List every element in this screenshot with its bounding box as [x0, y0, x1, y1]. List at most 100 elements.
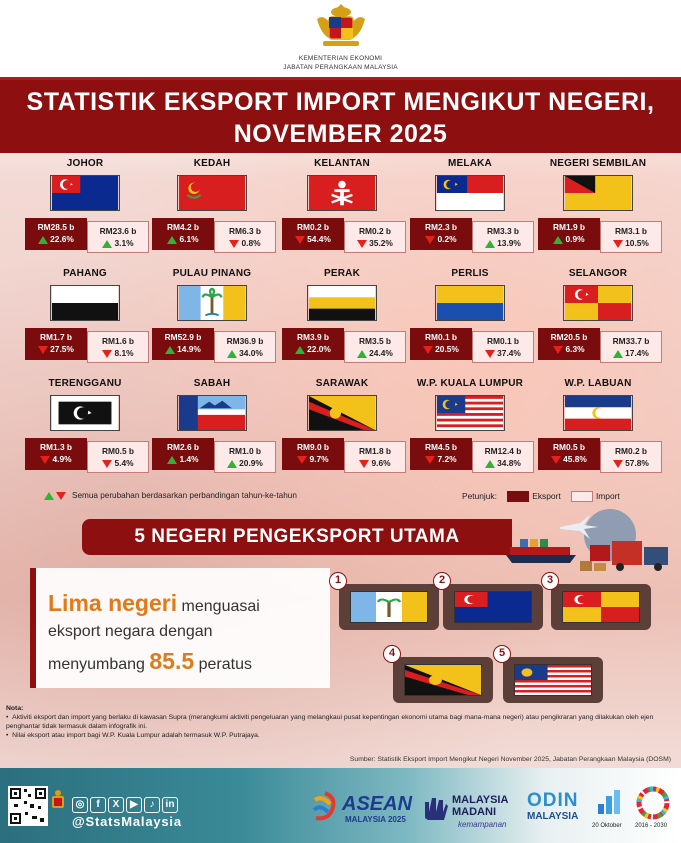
yoy-note-text: Semua perubahan berdasarkan perbandingan… — [72, 491, 297, 500]
export-value: RM20.5 b — [550, 332, 588, 342]
legend-import-label: Import — [595, 491, 620, 501]
perak-flag-icon — [307, 285, 377, 321]
state-name: W.P. KUALA LUMPUR — [416, 378, 524, 389]
legend-key-label: Petunjuk: — [462, 491, 497, 501]
up-arrow-icon — [485, 239, 496, 248]
import-box: RM1.6 b 8.1% — [87, 331, 149, 363]
rank-4-sarawak: 4 — [383, 645, 493, 703]
export-change: 22.6% — [50, 234, 74, 244]
import-change: 3.1% — [114, 238, 134, 248]
odin-logo-text: ODIN — [527, 790, 579, 811]
down-arrow-icon — [56, 491, 66, 500]
up-arrow-icon — [485, 459, 496, 468]
note-item-2: • Nilai eksport atau import bagi W.P. Ku… — [6, 732, 260, 739]
pulau-pinang-flag-icon — [350, 591, 428, 623]
top5-title: 5 NEGERI PENGEKSPORT UTAMA — [82, 519, 512, 555]
rank-number: 3 — [541, 572, 559, 590]
tiktok-icon[interactable]: ♪ — [144, 797, 160, 813]
statistics-day-label: 20 Oktober — [592, 823, 622, 829]
instagram-icon[interactable]: ◎ — [72, 797, 88, 813]
import-box: RM12.4 b 34.8% — [472, 441, 534, 473]
export-box: RM52.9 b 14.9% — [152, 328, 214, 360]
import-box: RM23.6 b 3.1% — [87, 221, 149, 253]
import-change: 13.9% — [497, 238, 521, 248]
qr-code-icon[interactable] — [8, 786, 48, 826]
state-name: SARAWAK — [315, 378, 369, 389]
import-value: RM33.7 b — [612, 336, 650, 346]
social-handle[interactable]: @StatsMalaysia — [72, 814, 182, 829]
import-value: RM0.2 b — [358, 226, 392, 236]
state-name: PAHANG — [63, 268, 107, 279]
up-arrow-icon — [227, 459, 238, 468]
claim-rest: menguasai — [177, 598, 260, 615]
export-change: 6.3% — [565, 344, 585, 354]
claim-pre: menyumbang — [48, 656, 150, 673]
export-value: RM4.2 b — [166, 222, 200, 232]
import-value: RM3.3 b — [486, 226, 520, 236]
asean-swirl-icon — [312, 791, 336, 821]
down-arrow-icon — [229, 239, 240, 248]
x-twitter-icon[interactable]: X — [108, 797, 124, 813]
state-name: PERAK — [323, 268, 360, 279]
import-change: 9.6% — [371, 458, 391, 468]
down-arrow-icon — [38, 345, 49, 354]
page-title-line-1: STATISTIK EKSPORT IMPORT MENGIKUT NEGERI… — [26, 88, 655, 116]
terengganu-flag-icon — [50, 395, 120, 431]
import-change: 10.5% — [625, 238, 649, 248]
legend: Petunjuk: Eksport Import — [462, 491, 620, 503]
claim-line-2: eksport negara dengan — [48, 623, 213, 640]
state-name: KEDAH — [193, 158, 231, 169]
export-box: RM1.9 b 0.9% — [538, 218, 600, 250]
madani-logo-line-1: MALAYSIA — [452, 794, 509, 806]
up-arrow-icon — [613, 349, 624, 358]
export-box: RM20.5 b 6.3% — [538, 328, 600, 360]
export-box: RM2.3 b 0.2% — [410, 218, 472, 250]
legend-export-swatch — [507, 491, 530, 503]
import-value: RM0.1 b — [486, 336, 520, 346]
note-item-1-text: Aktiviti eksport dan import yang berlaku… — [6, 714, 654, 730]
linkedin-icon[interactable]: in — [162, 797, 178, 813]
kuala-lumpur-flag-icon — [514, 664, 592, 696]
import-value: RM23.6 b — [99, 226, 137, 236]
export-change: 27.5% — [50, 344, 74, 354]
sarawak-flag-icon — [307, 395, 377, 431]
statistics-day-icon — [598, 790, 620, 814]
sdg-years-label: 2016 - 2030 — [635, 823, 668, 829]
down-arrow-icon — [40, 455, 51, 464]
export-value: RM4.5 b — [424, 442, 458, 452]
malaysia-crest-icon — [317, 4, 365, 46]
facebook-icon[interactable]: f — [90, 797, 106, 813]
state-name: SABAH — [193, 378, 231, 389]
rank-number: 5 — [493, 645, 511, 663]
import-box: RM0.5 b 5.4% — [87, 441, 149, 473]
selangor-flag-icon — [563, 285, 633, 321]
export-box: RM3.9 b 22.0% — [282, 328, 344, 360]
down-arrow-icon — [295, 235, 306, 244]
notes-heading: Nota: — [6, 705, 24, 712]
claim-line-3: menyumbang 85.5 peratus — [48, 648, 252, 675]
state-name: MELAKA — [448, 158, 492, 169]
footer-bar — [0, 768, 681, 843]
youtube-icon[interactable]: ▶ — [126, 797, 142, 813]
export-change: 7.2% — [437, 454, 457, 464]
pahang-flag-icon — [50, 285, 120, 321]
state-name: TERENGGANU — [48, 378, 122, 389]
import-value: RM36.9 b — [226, 336, 264, 346]
negeri-sembilan-flag-icon — [563, 175, 633, 211]
import-box: RM36.9 b 34.0% — [214, 331, 276, 363]
page-title-line-2: NOVEMBER 2025 — [233, 120, 448, 148]
up-arrow-icon — [165, 345, 176, 354]
export-change: 0.2% — [437, 234, 457, 244]
export-value: RM0.1 b — [424, 332, 458, 342]
rank-1-pulau-pinang: 1 — [329, 572, 439, 630]
state-name: PULAU PINANG — [172, 268, 252, 279]
export-value: RM52.9 b — [164, 332, 202, 342]
madani-hands-icon — [425, 798, 448, 820]
claim-post: peratus — [194, 656, 252, 673]
import-box: RM1.0 b 20.9% — [214, 441, 276, 473]
import-value: RM12.4 b — [484, 446, 522, 456]
import-change: 8.1% — [114, 348, 134, 358]
import-value: RM3.1 b — [614, 226, 648, 236]
import-change: 35.2% — [369, 238, 393, 248]
